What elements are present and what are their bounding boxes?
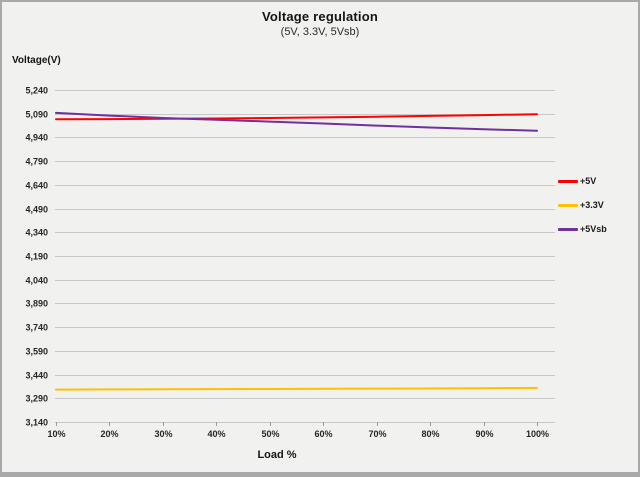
y-tick-label: 3,290 — [25, 394, 48, 404]
chart-title: Voltage regulation — [261, 9, 379, 24]
x-tick-label: 50% — [261, 429, 279, 439]
y-tick-label: 3,740 — [25, 323, 48, 333]
y-tick-label: 4,640 — [25, 181, 48, 191]
legend-item-5vsb: +5Vsb — [558, 224, 607, 234]
legend-label-5vsb: +5Vsb — [580, 224, 607, 234]
chart-subtitle: (5V, 3.3V, 5Vsb) — [280, 26, 360, 38]
y-tick-label: 3,140 — [25, 418, 48, 428]
legend: +5V +3.3V +5Vsb — [558, 176, 607, 248]
x-tick-label: 80% — [421, 429, 439, 439]
legend-label-5v: +5V — [580, 176, 597, 186]
y-tick-label: 3,440 — [25, 371, 48, 381]
series-line-5v — [55, 113, 538, 121]
x-axis-title: Load % — [257, 449, 297, 461]
y-axis-title: Voltage(V) — [12, 55, 61, 66]
y-tick-label: 3,890 — [25, 299, 48, 309]
x-tick-label: 40% — [207, 429, 225, 439]
y-tick-label: 4,340 — [25, 228, 48, 238]
legend-swatch-5v — [558, 179, 578, 183]
legend-label-33v: +3.3V — [580, 200, 604, 210]
y-tick-label: 3,590 — [25, 347, 48, 357]
y-tick-label: 5,240 — [25, 86, 48, 96]
legend-item-33v: +3.3V — [558, 200, 607, 210]
x-tick-label: 20% — [100, 429, 118, 439]
x-tick-label: 70% — [368, 429, 386, 439]
legend-swatch-33v — [558, 203, 578, 207]
y-tick-label: 4,490 — [25, 205, 48, 215]
series-line-33v — [55, 386, 538, 391]
x-tick-label: 10% — [47, 429, 65, 439]
plot-area: 5,240 5,090 4,940 4,790 4,640 4,490 4,340 4,190… — [25, 86, 555, 439]
y-tick-label: 4,790 — [25, 157, 48, 167]
x-tick-label: 100% — [526, 429, 549, 439]
x-tick-label: 90% — [475, 429, 493, 439]
series-line-5vsb — [55, 111, 538, 132]
x-tick-label: 30% — [154, 429, 172, 439]
legend-swatch-5vsb — [558, 227, 578, 231]
y-tick-label: 4,040 — [25, 276, 48, 286]
legend-item-5v: +5V — [558, 176, 607, 186]
x-tick-label: 60% — [314, 429, 332, 439]
y-tick-label: 4,190 — [25, 252, 48, 262]
y-tick-label: 5,090 — [25, 110, 48, 120]
y-tick-label: 4,940 — [25, 133, 48, 143]
